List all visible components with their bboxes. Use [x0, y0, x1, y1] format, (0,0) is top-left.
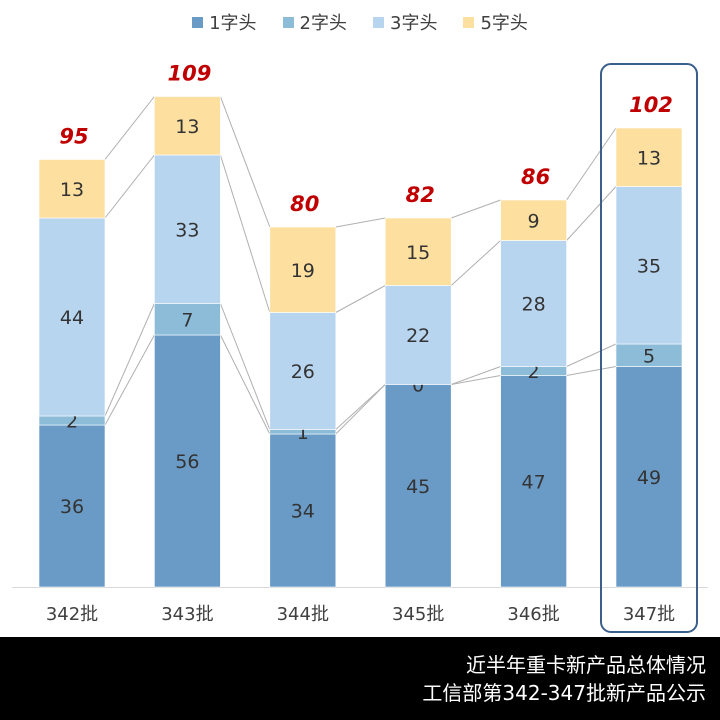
- connector-line: [451, 199, 501, 219]
- data-label: 9: [528, 210, 540, 232]
- bar-segment: [615, 127, 683, 187]
- stacked-bar-chart: 362441395342批5673313109343批341261980344批…: [12, 62, 708, 633]
- data-label: 34: [291, 501, 315, 523]
- footer-title: 近半年重卡新产品总体情况: [466, 653, 706, 677]
- bar-segment: [500, 199, 567, 241]
- data-label: 15: [406, 242, 430, 264]
- legend-label: 5字头: [480, 13, 528, 34]
- bar-segment: [269, 226, 337, 313]
- data-label: 13: [60, 179, 84, 201]
- bar-segment: [38, 217, 106, 417]
- legend-swatch: [282, 16, 294, 28]
- data-label: 5: [643, 345, 655, 367]
- legend-item: 3字头: [373, 9, 437, 35]
- connector-line: [219, 334, 271, 435]
- connector-line: [219, 303, 271, 430]
- bar-segment: [384, 285, 452, 385]
- bar-segment: [384, 384, 452, 588]
- data-label: 22: [406, 325, 430, 347]
- connector-line: [335, 384, 386, 435]
- bar-segment: [154, 303, 221, 336]
- data-label: 33: [175, 219, 199, 241]
- bar-segment: [615, 186, 683, 345]
- connector-line: [451, 366, 501, 385]
- connector-line: [219, 154, 271, 313]
- category-label: 342批: [46, 604, 98, 625]
- connector-line: [335, 217, 386, 228]
- category-label: 345批: [392, 604, 444, 625]
- connector-line: [104, 303, 155, 417]
- connector-line: [104, 334, 155, 426]
- bar-segment: [154, 334, 221, 588]
- legend-swatch: [373, 16, 384, 28]
- data-label: 36: [60, 496, 84, 518]
- connector-line: [566, 366, 617, 376]
- connector-line: [566, 343, 617, 367]
- category-label: 344批: [277, 604, 329, 625]
- bar-segment: [500, 375, 567, 588]
- bar-segment: [500, 240, 567, 367]
- legend-label: 3字头: [390, 13, 438, 34]
- category-label: 346批: [507, 604, 559, 625]
- total-label: 86: [521, 165, 550, 189]
- bar-segment: [384, 217, 452, 286]
- connector-line: [219, 96, 271, 228]
- connector-line: [104, 96, 155, 160]
- legend-label: 2字头: [299, 13, 347, 34]
- data-label: 49: [637, 467, 661, 489]
- data-label: 13: [175, 116, 199, 138]
- connector-line: [335, 285, 386, 313]
- bar-segment: [154, 96, 221, 156]
- legend-item: 5字头: [463, 9, 528, 35]
- legend-item: 1字头: [192, 9, 257, 35]
- connector-line: [451, 375, 501, 385]
- total-label: 102: [629, 93, 673, 117]
- bar-segment: [38, 159, 106, 219]
- data-label: 47: [522, 471, 546, 493]
- footer-subtitle: 工信部第342-347批新产品公示: [422, 681, 706, 705]
- data-label: 45: [406, 476, 430, 498]
- legend-label: 1字头: [209, 13, 257, 34]
- category-label: 347批: [623, 604, 675, 625]
- total-label: 95: [59, 125, 88, 149]
- legend-swatch: [463, 16, 475, 28]
- legend-item: 2字头: [282, 9, 347, 35]
- data-label: 35: [637, 255, 661, 277]
- category-label: 343批: [161, 604, 213, 625]
- bar-segment: [269, 433, 337, 588]
- bar-segment: [269, 312, 337, 430]
- connector-line: [335, 384, 386, 430]
- highlight-box: [600, 63, 698, 633]
- chart-legend: 1字头 2字头 3字头 5字头: [0, 8, 720, 36]
- legend-swatch: [192, 16, 204, 28]
- data-label: 13: [637, 147, 661, 169]
- connector-line: [566, 127, 617, 201]
- data-label: 7: [181, 309, 193, 331]
- data-label: 44: [60, 307, 84, 329]
- footer-banner: 近半年重卡新产品总体情况 工信部第342-347批新产品公示: [0, 637, 720, 720]
- data-label: 26: [291, 361, 315, 383]
- connector-line: [566, 186, 617, 241]
- data-label: 56: [175, 451, 199, 473]
- total-label: 109: [167, 62, 211, 86]
- connector-line: [104, 154, 155, 219]
- total-label: 80: [290, 192, 319, 216]
- connector-line: [450, 240, 501, 286]
- data-label: 28: [522, 294, 546, 316]
- total-label: 82: [406, 183, 435, 207]
- data-label: 19: [291, 260, 315, 282]
